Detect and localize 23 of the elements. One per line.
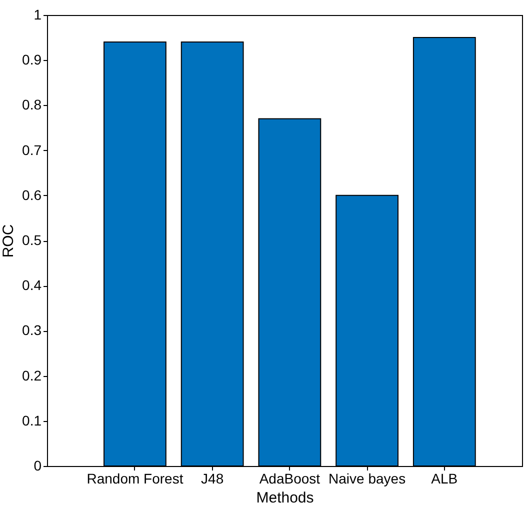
x-tick-label: ALB: [431, 470, 458, 486]
bar: [258, 118, 322, 466]
x-tick-label: Random Forest: [86, 470, 184, 486]
y-tick-label: 0.6: [22, 186, 42, 203]
y-tick-label: 0.1: [22, 412, 42, 428]
y-tick-label: 0.3: [22, 322, 42, 338]
bar: [336, 194, 398, 466]
x-tick-label: J48: [201, 470, 224, 486]
bar: [104, 42, 166, 466]
y-tick-label: 0: [34, 458, 42, 474]
x-tick-label: AdaBoost: [259, 470, 320, 486]
y-tick-label: 1: [34, 6, 42, 22]
bar: [180, 42, 244, 466]
x-tick-label: Naive bayes: [328, 470, 406, 486]
y-tick-label: 0.5: [22, 232, 42, 248]
y-tick-label: 0.7: [22, 142, 42, 158]
y-tick-label: 0.9: [22, 52, 42, 68]
y-tick-label: 0.2: [22, 367, 42, 384]
x-axis-title: Methods: [256, 490, 314, 506]
y-axis-title: ROC: [0, 224, 18, 258]
y-tick-label: 0.8: [22, 96, 42, 113]
bar: [412, 37, 476, 466]
y-tick-label: 0.4: [22, 277, 42, 294]
